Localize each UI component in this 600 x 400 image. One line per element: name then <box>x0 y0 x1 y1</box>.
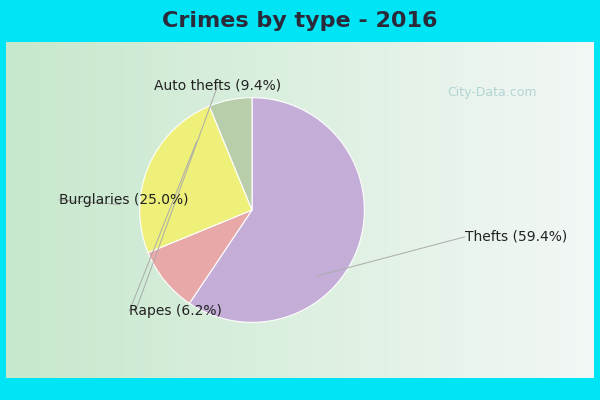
Text: Auto thefts (9.4%): Auto thefts (9.4%) <box>154 79 281 93</box>
Wedge shape <box>148 210 252 303</box>
Text: Rapes (6.2%): Rapes (6.2%) <box>130 304 223 318</box>
Text: Burglaries (25.0%): Burglaries (25.0%) <box>59 193 188 207</box>
Text: Crimes by type - 2016: Crimes by type - 2016 <box>162 11 438 31</box>
Text: City-Data.com: City-Data.com <box>447 86 537 99</box>
Wedge shape <box>140 106 252 253</box>
Text: Thefts (59.4%): Thefts (59.4%) <box>464 230 567 244</box>
Wedge shape <box>209 98 252 210</box>
Wedge shape <box>190 98 364 322</box>
